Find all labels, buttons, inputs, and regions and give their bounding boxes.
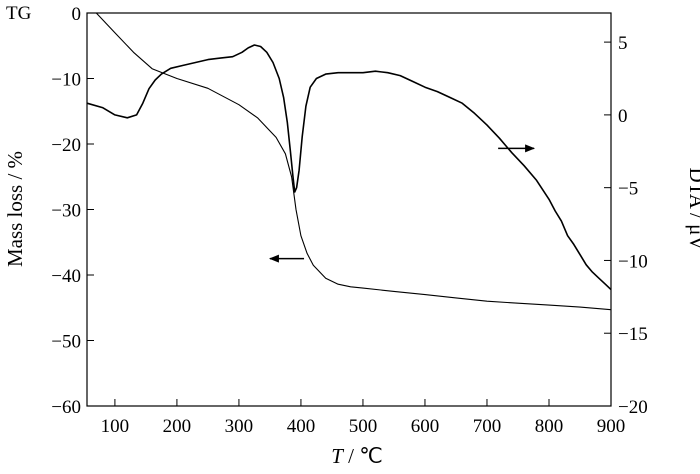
x-tick-label: 500 <box>349 416 378 437</box>
x-axis-unit: / ℃ <box>343 444 383 468</box>
y-right-tick-label: 0 <box>618 106 628 127</box>
annotation-layer <box>268 144 536 263</box>
x-axis-title: T / ℃ <box>331 444 383 468</box>
x-tick-label: 300 <box>225 416 254 437</box>
x-tick-label: 100 <box>101 416 130 437</box>
x-tick-label: 900 <box>597 416 626 437</box>
y-right-tick-label: −10 <box>618 251 648 272</box>
x-tick-label: 200 <box>163 416 192 437</box>
y-left-tick-label: −10 <box>51 70 81 91</box>
y-right-tick-label: −15 <box>618 324 648 345</box>
series-layer <box>86 12 612 311</box>
x-tick-label: 600 <box>411 416 440 437</box>
y-right-tick-label: −5 <box>618 179 638 200</box>
y-right-tick-label: 5 <box>618 33 628 54</box>
dta-series-line <box>86 44 612 291</box>
y-left-tick-label: −50 <box>51 332 81 353</box>
y-left-tick-label: −30 <box>51 201 81 222</box>
y-left-tick-label: −20 <box>51 135 81 156</box>
x-tick-label: 800 <box>535 416 564 437</box>
y-left-axis-title: Mass loss / % <box>3 151 27 267</box>
y-right-tick-label: −20 <box>618 397 648 418</box>
y-left-tick-label: −60 <box>51 397 81 418</box>
y-left-tick-label: −40 <box>51 266 81 287</box>
tg-series-line <box>95 12 612 311</box>
x-axis-variable: T <box>331 444 344 468</box>
ticks-layer: 100 200 300 400 500 600 700 800 900 0 −10 −20 −30 −40… <box>51 4 647 437</box>
x-tick-label: 400 <box>287 416 316 437</box>
y-right-axis-title: DTA / μV <box>685 167 700 250</box>
x-tick-label: 700 <box>473 416 502 437</box>
tg-tag-label: TG <box>6 3 32 24</box>
y-left-tick-label: 0 <box>72 4 82 25</box>
